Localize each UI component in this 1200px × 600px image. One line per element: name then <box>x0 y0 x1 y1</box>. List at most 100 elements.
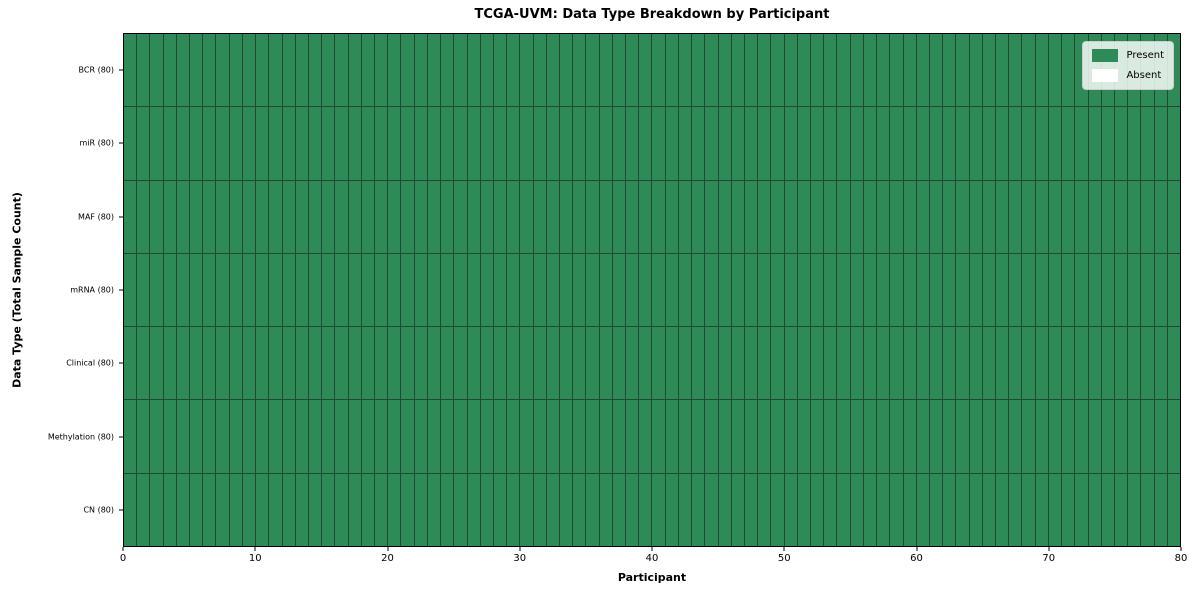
heatmap-cell <box>665 400 678 473</box>
heatmap-cell <box>322 34 335 107</box>
y-tick-label: MAF (80) <box>78 212 114 222</box>
heatmap-cell <box>507 180 520 253</box>
heatmap-cell <box>361 400 375 473</box>
heatmap-cell <box>533 34 546 107</box>
heatmap-cell <box>414 107 427 180</box>
heatmap-cell <box>176 107 190 180</box>
heatmap-cell <box>203 400 216 473</box>
heatmap-cell <box>560 107 573 180</box>
heatmap-cell <box>150 473 163 546</box>
heatmap-cell <box>454 327 467 400</box>
heatmap-cell <box>877 473 890 546</box>
heatmap-cell <box>956 253 969 327</box>
heatmap-cell <box>335 400 348 473</box>
heatmap-cell <box>850 473 863 546</box>
heatmap-cell <box>388 180 401 253</box>
heatmap-cell <box>863 400 877 473</box>
heatmap-cell <box>612 180 626 253</box>
heatmap-cell <box>1101 473 1114 546</box>
heatmap-cell <box>626 327 639 400</box>
heatmap-cell <box>203 473 216 546</box>
heatmap-cell <box>163 34 176 107</box>
heatmap-cell <box>982 34 996 107</box>
heatmap-cell <box>837 253 850 327</box>
heatmap-cell <box>943 473 956 546</box>
heatmap-cell <box>427 180 441 253</box>
heatmap-cell <box>626 107 639 180</box>
heatmap-cell <box>1062 473 1075 546</box>
heatmap-cell <box>586 180 599 253</box>
heatmap-cell <box>996 327 1009 400</box>
heatmap-cell <box>427 253 441 327</box>
heatmap-cell <box>678 107 692 180</box>
heatmap-cell <box>216 253 229 327</box>
y-tick-label: miR (80) <box>79 138 114 148</box>
heatmap-cell <box>626 473 639 546</box>
heatmap-cell <box>877 253 890 327</box>
heatmap-cell <box>877 327 890 400</box>
heatmap-cell <box>586 473 599 546</box>
heatmap-cell <box>573 327 586 400</box>
heatmap-cell <box>586 107 599 180</box>
heatmap-cell <box>996 473 1009 546</box>
heatmap-cell <box>163 327 176 400</box>
heatmap-cell <box>190 34 203 107</box>
heatmap-cell <box>414 34 427 107</box>
heatmap-cell <box>982 180 996 253</box>
heatmap-cell <box>1088 253 1101 327</box>
heatmap-cell <box>256 180 269 253</box>
x-tick-mark <box>916 547 917 551</box>
heatmap-cell <box>388 107 401 180</box>
heatmap-cell <box>242 34 256 107</box>
heatmap-cell <box>375 180 388 253</box>
heatmap-cell <box>335 473 348 546</box>
heatmap-cell <box>665 253 678 327</box>
heatmap-cell <box>744 327 758 400</box>
x-tick-label: 0 <box>119 553 127 564</box>
heatmap-cell <box>467 180 480 253</box>
heatmap-cell <box>203 180 216 253</box>
heatmap-cell <box>1048 400 1062 473</box>
heatmap-cell <box>335 34 348 107</box>
x-tick-mark <box>783 547 785 551</box>
heatmap-cell <box>467 107 480 180</box>
heatmap-cell <box>811 34 824 107</box>
heatmap-cell <box>414 473 427 546</box>
heatmap-cell <box>269 107 282 180</box>
heatmap-cell <box>1154 327 1167 400</box>
heatmap-cell <box>1075 107 1088 180</box>
heatmap-cell <box>996 34 1009 107</box>
heatmap-cell <box>969 400 982 473</box>
heatmap-cell <box>665 327 678 400</box>
heatmap-cell <box>375 327 388 400</box>
heatmap-cell <box>1141 253 1154 327</box>
heatmap-cell <box>652 327 665 400</box>
heatmap-cell <box>375 107 388 180</box>
heatmap-cell <box>586 400 599 473</box>
heatmap-cell <box>1009 180 1022 253</box>
heatmap-cell <box>612 253 626 327</box>
heatmap-cell <box>1075 180 1088 253</box>
y-tick-mark <box>119 142 123 144</box>
heatmap-cell <box>1167 253 1180 327</box>
heatmap-cell <box>242 180 256 253</box>
heatmap-cell <box>586 253 599 327</box>
heatmap-cell <box>348 180 361 253</box>
y-tick-mark <box>119 436 123 438</box>
heatmap-cell <box>335 107 348 180</box>
heatmap-cell <box>546 400 559 473</box>
heatmap-cell <box>1048 253 1062 327</box>
heatmap-cell <box>361 107 375 180</box>
y-tick-label: Clinical (80) <box>66 358 114 368</box>
y-tick-mark <box>119 216 123 218</box>
heatmap-cell <box>507 400 520 473</box>
heatmap-cell <box>943 253 956 327</box>
heatmap-cell <box>599 253 612 327</box>
heatmap-cell <box>322 107 335 180</box>
heatmap-cell <box>560 400 573 473</box>
heatmap-cell <box>943 180 956 253</box>
x-tick-label: 40 <box>645 553 659 564</box>
heatmap-cell <box>1022 34 1035 107</box>
heatmap-cell <box>1035 253 1048 327</box>
heatmap-cell <box>811 253 824 327</box>
